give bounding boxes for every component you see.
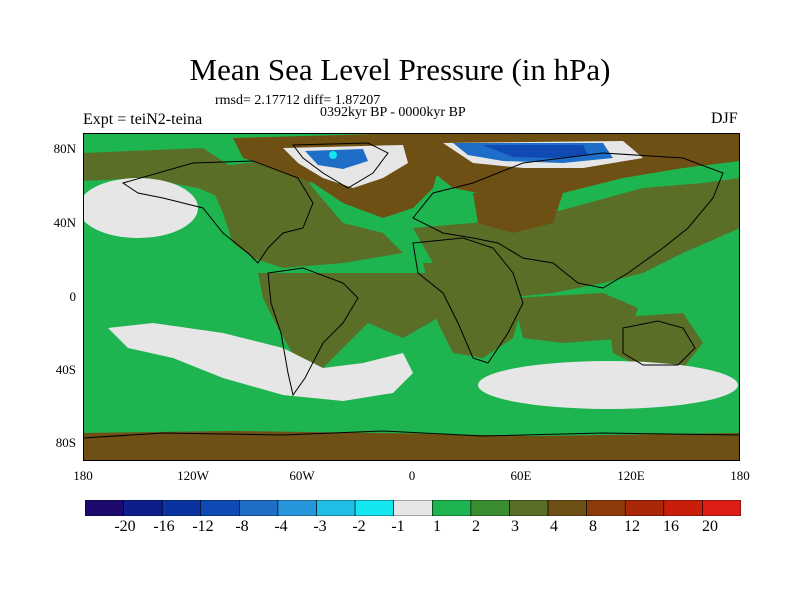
siberia-dark-blue bbox=[483, 145, 588, 158]
colorbar-segment bbox=[393, 500, 433, 516]
north-america-olive bbox=[203, 158, 403, 268]
lat-label-40s: 40S bbox=[55, 362, 76, 377]
colorbar-segment bbox=[431, 500, 472, 516]
colorbar-label: -12 bbox=[192, 518, 214, 535]
stats-subtitle: rmsd= 2.17712 diff= 1.87207 bbox=[215, 93, 381, 108]
lat-label-40n: 40N bbox=[53, 215, 76, 230]
lat-label-80s: 80S bbox=[55, 435, 76, 450]
africa-coast bbox=[412, 237, 524, 364]
greenland-cyan-spot bbox=[329, 151, 337, 159]
colorbar-label: 1 bbox=[433, 518, 441, 535]
colorbar-label: 2 bbox=[472, 518, 480, 535]
colorbar-label: 8 bbox=[589, 518, 597, 535]
map-frame bbox=[83, 133, 740, 461]
tropical-atlantic-olive bbox=[343, 273, 438, 338]
colorbar-segment bbox=[85, 500, 124, 516]
colorbar-label: -3 bbox=[313, 518, 327, 535]
season-label: DJF bbox=[711, 110, 738, 127]
negative-anomaly-regions bbox=[305, 143, 613, 169]
europe-asia-coast bbox=[412, 152, 724, 289]
south-america-coast bbox=[267, 267, 359, 397]
antarctic-brown bbox=[83, 431, 740, 461]
colorbar bbox=[85, 500, 741, 516]
south-pacific-light bbox=[108, 323, 413, 401]
colorbar-label: -20 bbox=[114, 518, 136, 535]
colorbar-segment bbox=[470, 500, 510, 516]
colorbar-segment bbox=[161, 500, 202, 516]
coastlines bbox=[83, 142, 740, 439]
colorbar-label: 3 bbox=[511, 518, 519, 535]
colorbar-segment bbox=[239, 500, 279, 516]
colorbar-label: -1 bbox=[391, 518, 405, 535]
colorbar-segment bbox=[316, 500, 356, 516]
north-america-coast bbox=[121, 160, 314, 264]
colorbar-segment bbox=[123, 500, 163, 516]
lon-label-0: 0 bbox=[408, 468, 416, 483]
greenland-coast bbox=[292, 142, 389, 189]
south-america-olive bbox=[258, 273, 383, 378]
olive-anomaly-regions bbox=[83, 148, 740, 378]
lon-label-180w: 180 bbox=[73, 468, 93, 483]
colorbar-label: 16 bbox=[663, 518, 679, 535]
pressure-anomaly-map bbox=[83, 133, 740, 461]
lon-label-180e: 180 bbox=[730, 468, 750, 483]
colorbar-segment bbox=[586, 500, 626, 516]
colorbar-label: -8 bbox=[235, 518, 249, 535]
indian-ocean-olive bbox=[513, 293, 638, 343]
colorbar-segment bbox=[277, 500, 317, 516]
lon-label-60e: 60E bbox=[510, 468, 532, 483]
colorbar-segment bbox=[200, 500, 240, 516]
period-subtitle: 0392kyr BP - 0000kyr BP bbox=[320, 105, 466, 120]
lat-label-80n: 80N bbox=[53, 141, 76, 156]
colorbar-segment bbox=[547, 500, 587, 516]
colorbar-segment bbox=[663, 500, 703, 516]
lat-label-0: 0 bbox=[69, 289, 77, 304]
lon-label-60w: 60W bbox=[289, 468, 315, 483]
lon-label-120e: 120E bbox=[617, 468, 645, 483]
colorbar-segment bbox=[624, 500, 665, 516]
colorbar-label: -4 bbox=[274, 518, 288, 535]
colorbar-label: 12 bbox=[624, 518, 640, 535]
colorbar-label: 4 bbox=[550, 518, 558, 535]
map-title: Mean Sea Level Pressure (in hPa) bbox=[189, 52, 611, 87]
experiment-label: Expt = teiN2-teina bbox=[83, 111, 203, 128]
north-pacific-olive bbox=[83, 148, 233, 203]
australia-coast bbox=[622, 320, 696, 366]
colorbar-label: 20 bbox=[702, 518, 718, 535]
colorbar-segment bbox=[702, 500, 741, 516]
colorbar-segment bbox=[509, 500, 549, 516]
south-indian-light bbox=[478, 361, 738, 409]
north-pacific-light bbox=[83, 178, 198, 238]
colorbar-label: -2 bbox=[352, 518, 366, 535]
lon-label-120w: 120W bbox=[177, 468, 209, 483]
colorbar-segment bbox=[354, 500, 395, 516]
greenland-blue bbox=[305, 149, 368, 169]
europe-brown bbox=[473, 193, 563, 233]
africa-olive bbox=[423, 263, 523, 358]
colorbar-label: -16 bbox=[153, 518, 175, 535]
antarctica-coast bbox=[83, 430, 740, 439]
